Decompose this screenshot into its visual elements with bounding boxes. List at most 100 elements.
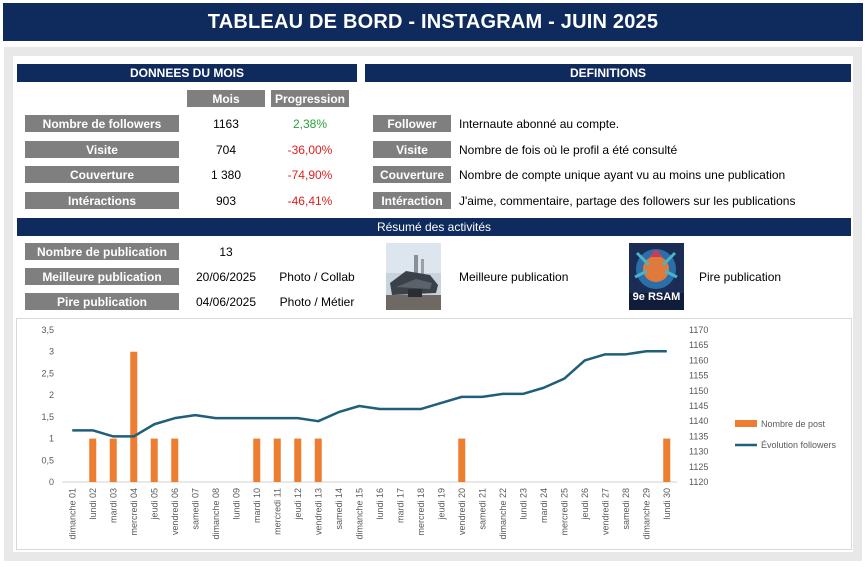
definition-text: J'aime, commentaire, partage des followe…: [459, 193, 796, 208]
worst-publication-caption: Pire publication: [699, 269, 782, 284]
metric-progression-value: -74,90%: [287, 167, 333, 182]
x-tick-label: jeudi 12: [293, 488, 303, 521]
best-publication-label: Meilleure publication: [25, 268, 179, 285]
y-right-tick-label: 1145: [689, 401, 708, 411]
y-left-tick-label: 3,5: [41, 325, 54, 335]
best-publication-photo-graphic: [386, 243, 441, 310]
y-right-tick-label: 1120: [689, 477, 708, 487]
definition-term: Couverture: [373, 166, 451, 183]
x-tick-label: samedi 21: [477, 488, 487, 530]
worst-publication-logo-graphic: [629, 243, 684, 310]
definition-term: Follower: [373, 115, 451, 132]
donnees-header: DONNEES DU MOIS: [17, 64, 357, 82]
y-right-tick-label: 1130: [689, 447, 708, 457]
x-tick-label: dimanche 29: [641, 488, 651, 540]
worst-publication-label: Pire publication: [25, 293, 179, 310]
best-publication-type: Photo / Collab: [279, 269, 355, 284]
bar-nombre-de-post: [253, 438, 261, 482]
x-tick-label: dimanche 15: [354, 488, 364, 540]
worst-publication-image-text: 9e RSAM: [632, 291, 681, 303]
metric-label: Visite: [25, 141, 179, 158]
chart-container: 0 0,5 1 1,5 2 2,5 3 3,5 1120 1125 1130 1135 1140 1145…: [16, 318, 852, 550]
definitions-header: DEFINITIONS: [365, 64, 851, 82]
nb-publication-label: Nombre de publication: [25, 243, 179, 260]
metric-mois-value: 1163: [213, 116, 239, 131]
bar-nombre-de-post: [294, 438, 302, 482]
y-right-tick-label: 1155: [689, 371, 708, 381]
x-tick-label: mercredi 04: [129, 488, 139, 536]
dashboard-frame: DONNEES DU MOIS Mois Progression Nombre …: [4, 47, 862, 561]
y-right-tick-label: 1160: [689, 355, 708, 365]
x-tick-label: lundi 09: [231, 488, 241, 520]
bar-nombre-de-post: [663, 438, 671, 482]
y-right-tick-label: 1150: [689, 386, 708, 396]
x-tick-label: mercredi 25: [559, 488, 569, 536]
best-publication-image[interactable]: [386, 243, 441, 310]
metric-mois-value: 704: [215, 142, 237, 157]
definition-text: Nombre de fois où le profil a été consul…: [459, 142, 678, 157]
metric-progression-value: -36,00%: [287, 142, 333, 157]
y-right-tick-label: 1140: [689, 416, 708, 426]
x-tick-label: lundi 16: [375, 488, 385, 520]
worst-publication-date: 04/06/2025: [195, 294, 257, 309]
resume-header: Résumé des activités: [17, 218, 851, 236]
x-tick-label: mardi 17: [395, 488, 405, 523]
legend-swatch-posts: [735, 420, 757, 427]
bar-nombre-de-post: [89, 438, 97, 482]
y-left-tick-label: 1: [49, 434, 54, 444]
line-evolution-followers: [72, 350, 667, 438]
x-tick-label: dimanche 01: [67, 488, 77, 540]
col-progression-header: Progression: [271, 90, 349, 107]
y-right-tick-label: 1125: [689, 462, 708, 472]
definition-term: Visite: [373, 141, 451, 158]
definition-term: Intéraction: [373, 192, 451, 209]
metric-mois-value: 903: [215, 193, 237, 208]
x-tick-label: jeudi 26: [580, 488, 590, 521]
worst-publication-type: Photo / Métier: [279, 294, 355, 309]
y-right-tick-label: 1165: [689, 340, 708, 350]
best-publication-caption: Meilleure publication: [459, 269, 569, 284]
legend-label-followers: Évolution followers: [761, 440, 837, 450]
metric-label: Couverture: [25, 166, 179, 183]
x-tick-label: mardi 24: [539, 488, 549, 523]
x-tick-label: vendredi 13: [313, 488, 323, 535]
x-tick-label: mardi 03: [108, 488, 118, 523]
x-tick-label: vendredi 06: [170, 488, 180, 535]
x-tick-label: mercredi 11: [272, 488, 282, 535]
x-tick-label: samedi 28: [621, 488, 631, 530]
dashboard-title: TABLEAU DE BORD - INSTAGRAM - JUIN 2025: [3, 3, 863, 41]
metric-label: Intéractions: [25, 192, 179, 209]
y-right-tick-label: 1135: [689, 431, 708, 441]
x-tick-label: lundi 02: [88, 488, 98, 520]
x-tick-label: lundi 23: [518, 488, 528, 520]
y-left-tick-label: 2,5: [41, 368, 54, 378]
metric-progression-value: -46,41%: [287, 193, 333, 208]
x-tick-label: dimanche 08: [211, 488, 221, 540]
bar-nombre-de-post: [314, 438, 322, 482]
x-tick-label: jeudi 05: [149, 488, 159, 521]
best-publication-date: 20/06/2025: [195, 269, 257, 284]
definition-text: Nombre de compte unique ayant vu au moin…: [459, 167, 786, 182]
col-mois-header: Mois: [187, 90, 265, 107]
bar-nombre-de-post: [273, 438, 281, 482]
y-left-tick-label: 0,5: [41, 455, 54, 465]
worst-publication-image[interactable]: 9e RSAM: [629, 243, 684, 310]
x-tick-label: samedi 14: [334, 488, 344, 530]
definition-text: Internaute abonné au compte.: [459, 116, 620, 131]
y-left-tick-label: 3: [49, 347, 54, 357]
metric-mois-value: 1 380: [210, 167, 242, 182]
bar-nombre-de-post: [109, 438, 117, 482]
legend-label-posts: Nombre de post: [761, 419, 826, 429]
x-tick-label: lundi 30: [662, 488, 672, 520]
x-tick-label: vendredi 20: [457, 488, 467, 535]
bar-nombre-de-post: [171, 438, 179, 482]
x-tick-label: jeudi 19: [436, 488, 446, 521]
dashboard-panel: DONNEES DU MOIS Mois Progression Nombre …: [13, 56, 853, 552]
y-right-tick-label: 1170: [689, 325, 708, 335]
x-tick-label: samedi 07: [190, 488, 200, 530]
x-tick-label: vendredi 27: [600, 488, 610, 535]
x-tick-label: dimanche 22: [498, 488, 508, 540]
y-left-tick-label: 2: [49, 390, 54, 400]
x-tick-label: mercredi 18: [416, 488, 426, 536]
metric-progression-value: 2,38%: [292, 116, 328, 131]
